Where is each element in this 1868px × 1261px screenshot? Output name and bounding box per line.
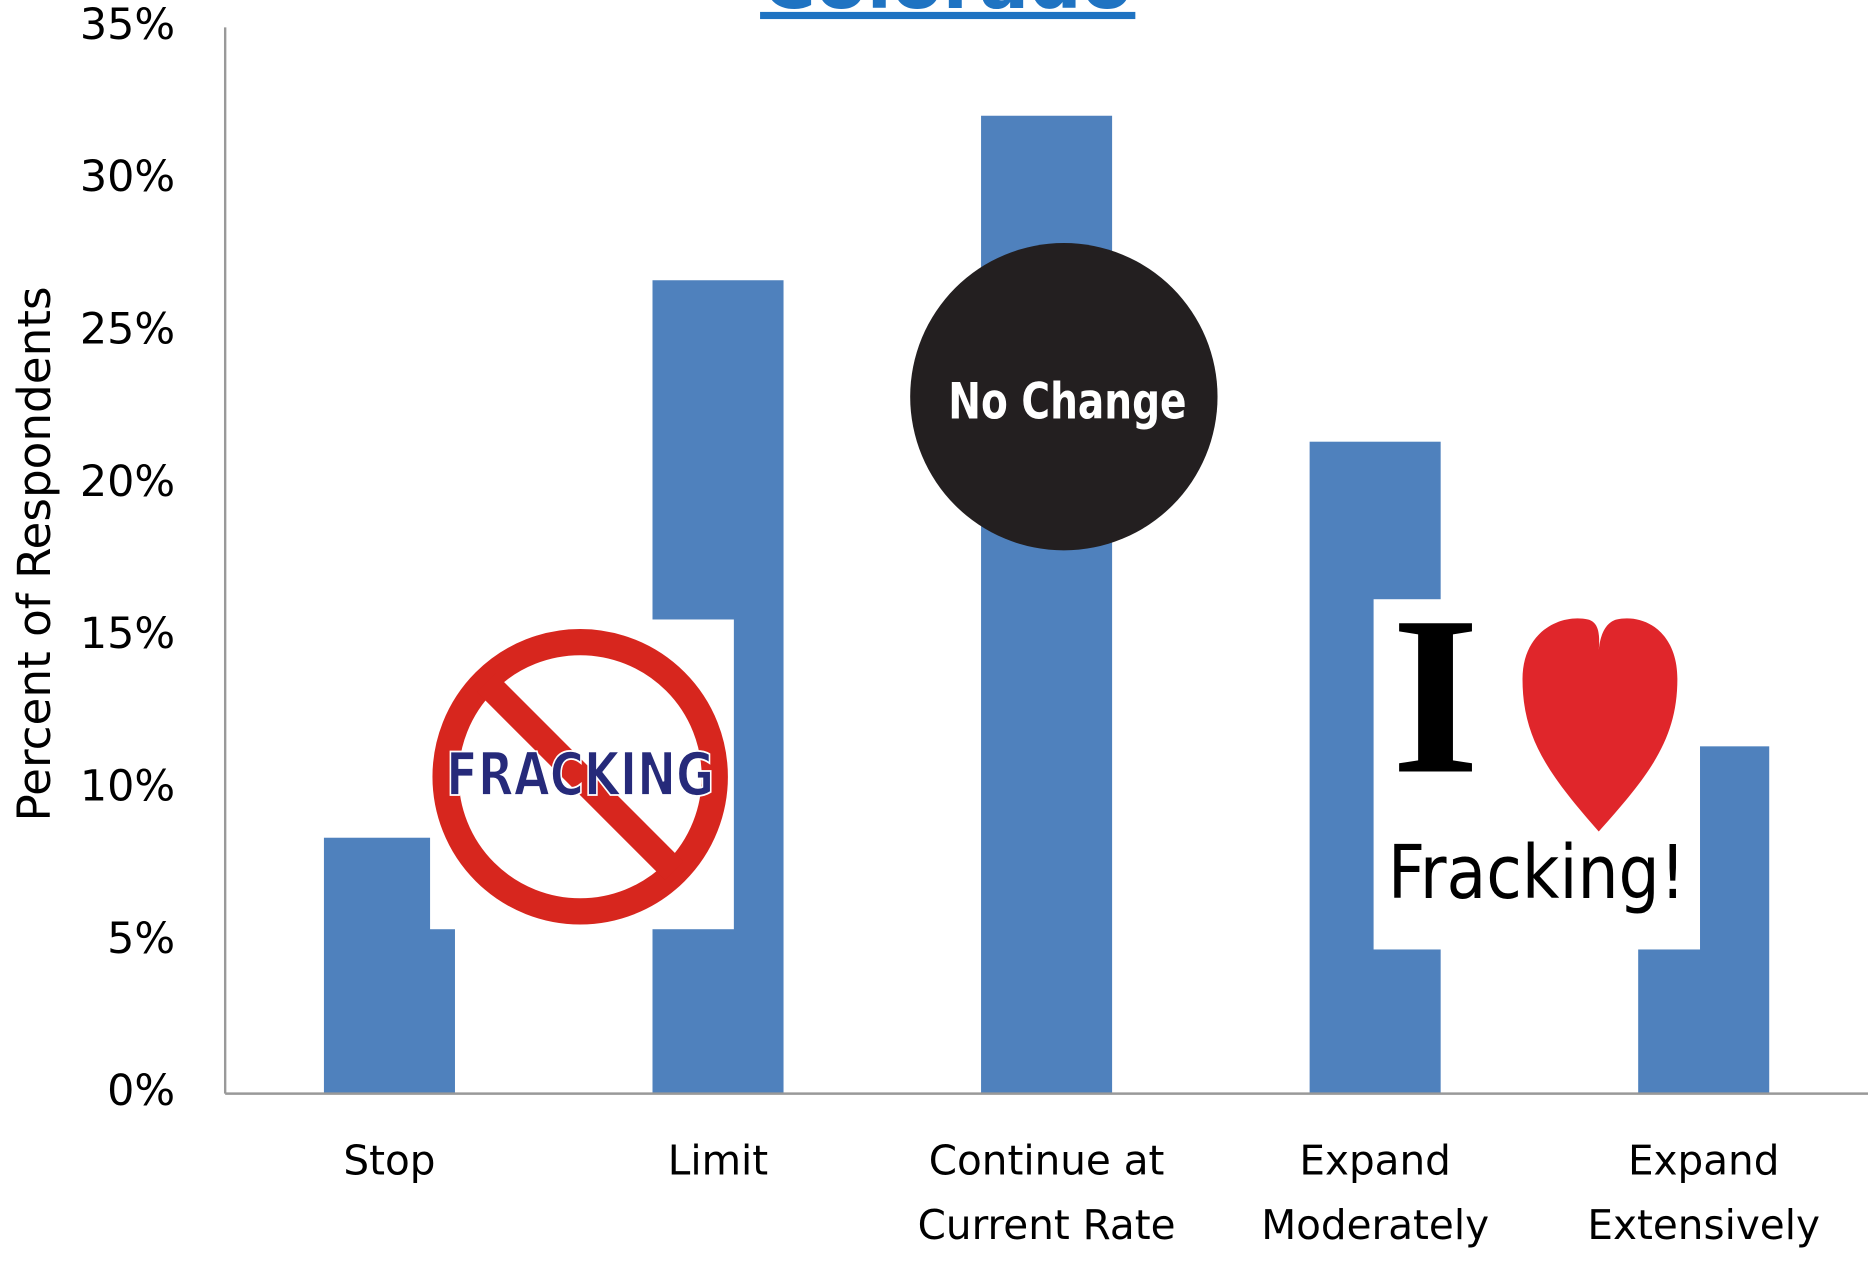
heart [1522, 618, 1678, 832]
icon-text: FRACKING [446, 741, 714, 810]
y-tick-label: 5% [107, 914, 175, 964]
y-axis-title: Percent of Respondents [8, 286, 61, 821]
no-change-icon: No Change [910, 243, 1218, 551]
x-tick-label: Stop [343, 1137, 436, 1186]
prohibition-circle [432, 629, 728, 925]
icon-text: No Change [948, 373, 1186, 431]
x-tick-label-box: Limit [667, 1137, 769, 1186]
y-tick-label: 0% [107, 1066, 175, 1116]
y-tick-label: 20% [80, 457, 175, 507]
x-tick-label: Expand Moderately [1261, 1137, 1490, 1250]
x-tick-label-box: Stop [343, 1137, 436, 1186]
y-tick-label: 30% [80, 152, 175, 202]
x-tick-label-box: Continue at Current Rate [917, 1137, 1176, 1250]
icon-text: Fracking! [1388, 830, 1686, 916]
x-tick-label-box: Expand Extensively [1587, 1137, 1820, 1250]
prohibition-slash [476, 673, 684, 881]
icon-circle [910, 243, 1218, 551]
title-underline [760, 11, 1136, 20]
x-tick-label: Expand Extensively [1587, 1137, 1820, 1250]
love-fracking-icon: I Fracking! [1373, 569, 1701, 950]
y-tick-label: 15% [80, 609, 175, 659]
y-tick-label: 25% [80, 305, 175, 355]
no-fracking-icon: FRACKING [430, 619, 734, 930]
y-tick-label: 35% [80, 0, 175, 50]
y-tick-label: 10% [80, 761, 175, 811]
icon-text: I [1392, 569, 1480, 820]
x-tick-label: Continue at Current Rate [917, 1137, 1176, 1250]
x-tick-label: Limit [667, 1137, 769, 1186]
x-tick-label-box: Expand Moderately [1261, 1137, 1490, 1250]
